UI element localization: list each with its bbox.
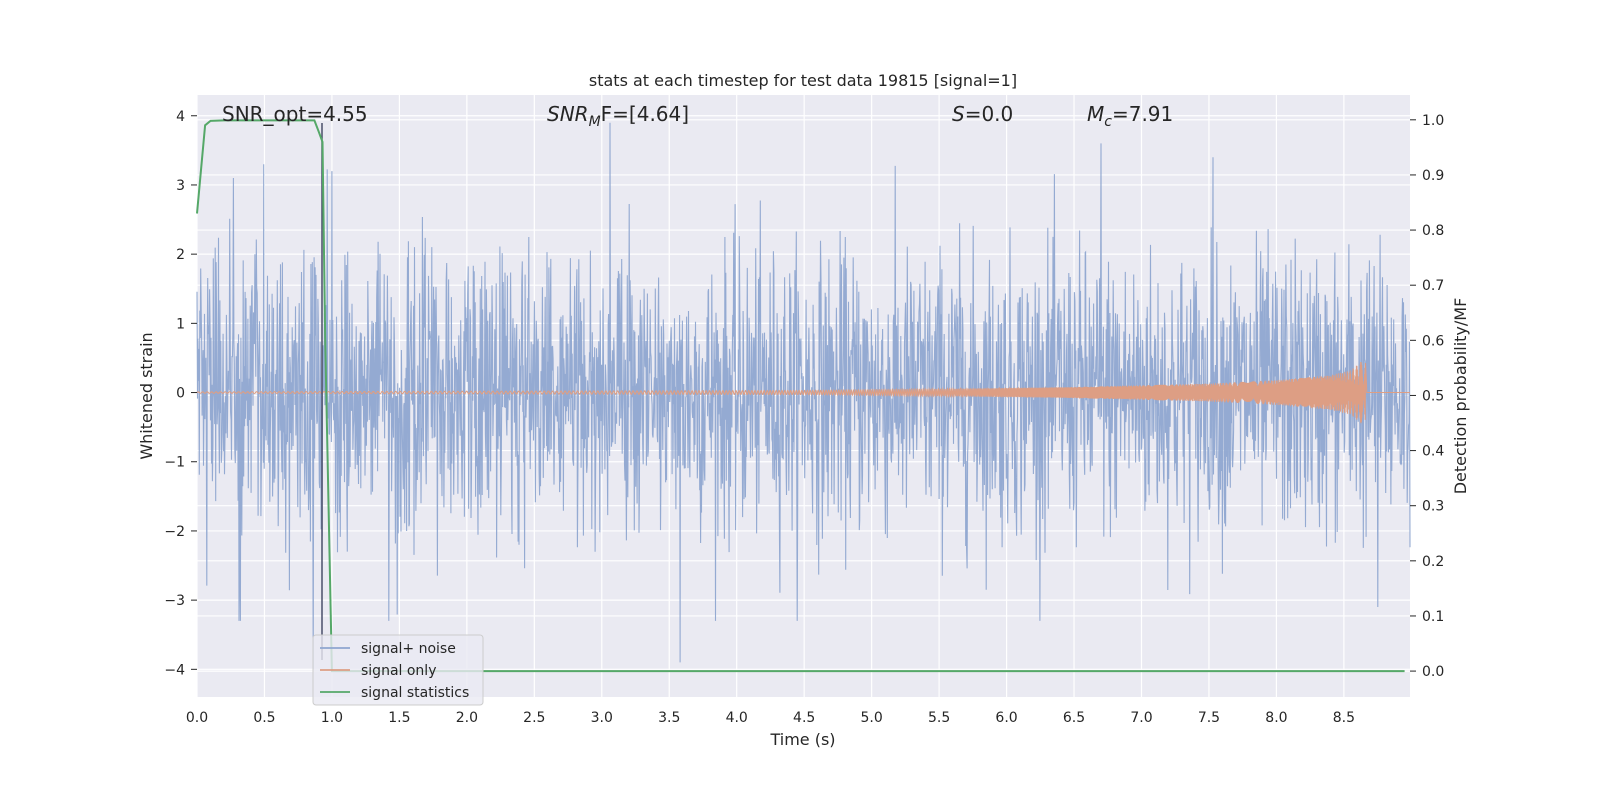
annotation-snr-mf: SNRMF=[4.64] [547, 102, 689, 130]
y-tick-label: −4 [164, 662, 185, 678]
series-signal-statistics [196, 119, 1405, 673]
mc-sub: c [1104, 114, 1112, 130]
x-tick-label: 5.5 [928, 710, 950, 726]
y-axis-ticks: 4 3 2 1 0 −1 −2 −3 −4 [164, 109, 197, 678]
x-tick-label: 5.0 [861, 710, 883, 726]
x-axis-ticks: 0.0 0.5 1.0 1.5 2.0 2.5 3.0 3.5 4.0 4.5 5.0 5.5 6.0 6… [186, 710, 1355, 726]
y-tick-label: −3 [164, 593, 185, 609]
legend-label-noise: signal+ noise [361, 641, 456, 657]
legend-label-stats: signal statistics [361, 685, 469, 701]
y-tick-label: 4 [176, 109, 185, 125]
y-axis-label: Whitened strain [137, 332, 156, 459]
chart-title: stats at each timestep for test data 198… [589, 71, 1017, 90]
snr-mf-tail: F=[4.64] [601, 102, 689, 126]
x-tick-label: 1.0 [321, 710, 343, 726]
y2-tick-label: 0.7 [1422, 278, 1444, 294]
series-signal-only [196, 362, 1410, 424]
x-tick-label: 6.0 [995, 710, 1017, 726]
y-tick-label: 3 [176, 178, 185, 194]
y2-tick-label: 0.6 [1422, 333, 1444, 349]
y2-axis-ticks: 1.0 0.9 0.8 0.7 0.6 0.5 0.4 0.3 0.2 0.1 0.0 [1410, 113, 1444, 680]
annotation-mc: Mc=7.91 [1087, 102, 1173, 130]
y-tick-label: 2 [176, 247, 185, 263]
mc-tail: =7.91 [1112, 102, 1173, 126]
x-tick-label: 0.0 [186, 710, 208, 726]
annotation-s: S=0.0 [952, 102, 1013, 126]
x-tick-label: 8.5 [1333, 710, 1355, 726]
x-tick-label: 2.5 [523, 710, 545, 726]
y-tick-label: −2 [164, 524, 185, 540]
legend-label-signal: signal only [361, 663, 436, 679]
x-axis-label: Time (s) [769, 730, 835, 749]
x-tick-label: 4.0 [726, 710, 748, 726]
x-tick-label: 0.5 [253, 710, 275, 726]
y2-tick-label: 0.2 [1422, 554, 1444, 570]
x-tick-label: 3.5 [658, 710, 680, 726]
noise-line [196, 122, 1411, 670]
x-tick-label: 7.0 [1130, 710, 1152, 726]
snr-mf-sub: M [589, 114, 601, 130]
y-tick-label: 0 [176, 386, 185, 402]
y2-tick-label: 0.4 [1422, 444, 1444, 460]
stats-line [196, 119, 1405, 673]
x-tick-label: 3.0 [591, 710, 613, 726]
signal-line [196, 362, 1410, 424]
x-tick-label: 4.5 [793, 710, 815, 726]
s-tail: =0.0 [965, 102, 1014, 126]
y2-tick-label: 0.0 [1422, 664, 1444, 680]
snr-mf-main: SNR [547, 102, 589, 126]
x-tick-label: 7.5 [1198, 710, 1220, 726]
y2-tick-label: 0.9 [1422, 168, 1444, 184]
s-main: S [952, 102, 965, 126]
x-tick-label: 6.5 [1063, 710, 1085, 726]
y2-tick-label: 1.0 [1422, 113, 1444, 129]
x-tick-label: 8.0 [1265, 710, 1287, 726]
legend-box [312, 634, 484, 706]
x-tick-label: 1.5 [388, 710, 410, 726]
y-tick-label: 1 [176, 316, 185, 332]
x-tick-label: 2.0 [456, 710, 478, 726]
legend: signal+ noise signal only signal statist… [312, 634, 484, 706]
y2-tick-label: 0.3 [1422, 499, 1444, 515]
annotation-snr-opt: SNR_opt=4.55 [222, 102, 368, 126]
y2-axis-label: Detection probability/MF [1451, 298, 1470, 495]
mc-main: M [1087, 102, 1104, 126]
y-tick-label: −1 [164, 455, 185, 471]
series-signal-noise [196, 122, 1411, 670]
y2-tick-label: 0.5 [1422, 388, 1444, 404]
y2-tick-label: 0.8 [1422, 223, 1444, 239]
y2-tick-label: 0.1 [1422, 609, 1444, 625]
